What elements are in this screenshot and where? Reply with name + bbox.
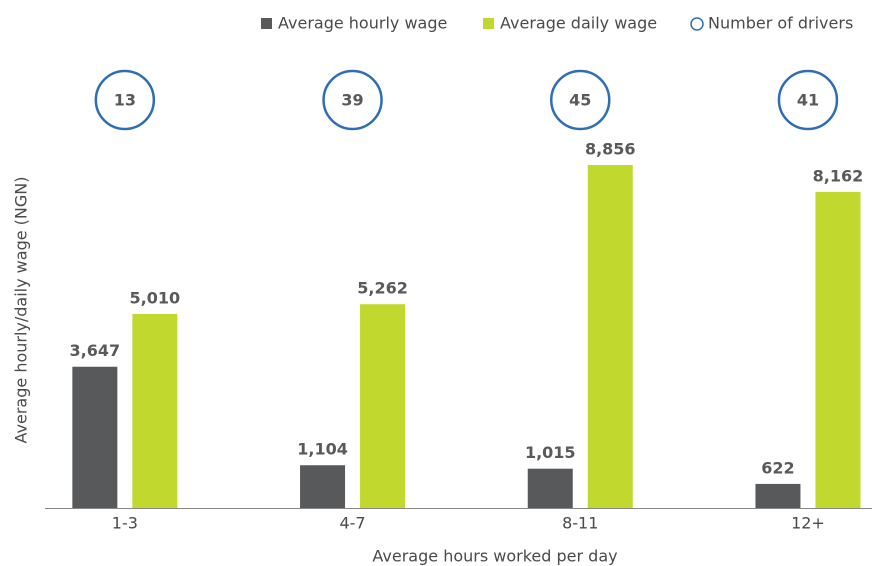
data-label: 1,015 — [525, 443, 576, 462]
bar — [755, 483, 801, 508]
driver-circle — [94, 69, 156, 131]
legend-swatch — [690, 17, 704, 31]
driver-count: 41 — [797, 91, 819, 110]
driver-count: 13 — [114, 91, 136, 110]
driver-circle — [550, 69, 611, 131]
x-tick-label: 8-11 — [562, 514, 598, 533]
bar — [72, 366, 118, 508]
data-label: 622 — [761, 458, 794, 477]
bar — [360, 304, 406, 508]
legend-label: Average daily wage — [500, 14, 657, 33]
data-label: 5,010 — [130, 288, 181, 307]
data-label: 1,104 — [297, 440, 348, 459]
bar — [527, 468, 573, 508]
bar — [587, 165, 633, 508]
driver-circle — [322, 69, 383, 131]
x-tick-label: 12+ — [791, 514, 825, 533]
data-label: 8,162 — [813, 166, 864, 185]
data-label: 8,856 — [585, 140, 636, 159]
x-tick-label: 1-3 — [112, 514, 138, 533]
legend-swatch — [483, 18, 494, 29]
x-axis-title: Average hours worked per day — [372, 547, 617, 566]
x-tick-label: 4-7 — [339, 514, 365, 533]
legend-swatch — [261, 18, 272, 29]
bar — [300, 465, 346, 508]
driver-count: 45 — [569, 91, 591, 110]
data-label: 3,647 — [70, 341, 121, 360]
legend-label: Number of drivers — [708, 14, 853, 33]
data-label: 5,262 — [357, 279, 408, 298]
y-axis-title: Average hourly/daily wage (NGN) — [12, 177, 31, 444]
bar — [132, 313, 178, 508]
driver-circle — [777, 69, 839, 131]
bar — [815, 191, 861, 508]
driver-count: 39 — [341, 91, 363, 110]
legend-label: Average hourly wage — [278, 14, 447, 33]
